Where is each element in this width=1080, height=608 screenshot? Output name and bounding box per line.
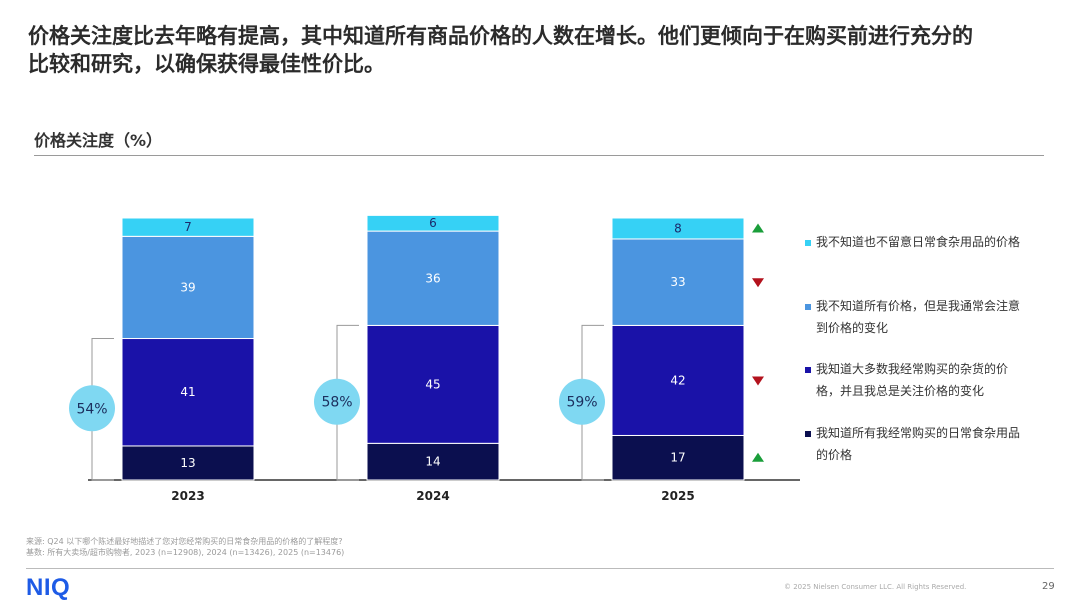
legend-label: 到价格的变化 xyxy=(816,320,888,335)
data-label: 45 xyxy=(425,377,440,391)
legend-label: 格，并且我总是关注价格的变化 xyxy=(816,383,984,398)
legend-label: 我知道大多数我经常购买的杂货的价 xyxy=(816,361,1008,376)
data-label: 41 xyxy=(180,385,195,399)
data-label: 13 xyxy=(180,456,195,470)
bracket-total-label: 58% xyxy=(321,395,352,411)
bar-segment xyxy=(611,238,745,326)
headline-line-1: 价格关注度比去年略有提高，其中知道所有商品价格的人数在增长。他们更倾向于在购买前… xyxy=(28,24,973,48)
x-tick-label: 2024 xyxy=(416,489,449,503)
bar-segment xyxy=(121,235,255,340)
bar-segment xyxy=(366,442,500,481)
data-label: 7 xyxy=(184,220,192,234)
data-label: 33 xyxy=(670,275,685,289)
data-label: 42 xyxy=(670,373,685,387)
x-tick-label: 2023 xyxy=(171,489,204,503)
data-label: 36 xyxy=(425,271,440,285)
bar-segment xyxy=(121,217,255,237)
footer-divider xyxy=(26,568,1054,569)
legend-label: 我不知道所有价格，但是我通常会注意 xyxy=(816,298,1020,313)
bar-segment xyxy=(366,230,500,326)
bar-segment xyxy=(611,217,745,240)
x-tick-label: 2025 xyxy=(661,489,694,503)
legend-swatch xyxy=(805,431,811,437)
page-number: 29 xyxy=(1042,581,1055,592)
bar-segment xyxy=(121,338,255,447)
legend-swatch xyxy=(805,367,811,373)
headline-line-2: 比较和研究，以确保获得最佳性价比。 xyxy=(28,52,385,76)
trend-up-icon xyxy=(752,452,764,462)
section-divider xyxy=(34,155,1044,156)
bar-segment xyxy=(611,324,745,436)
page-headline: 价格关注度比去年略有提高，其中知道所有商品价格的人数在增长。他们更倾向于在购买前… xyxy=(28,22,1058,78)
trend-down-icon xyxy=(752,376,764,386)
bar-segment xyxy=(366,324,500,444)
legend-swatch xyxy=(805,240,811,246)
legend-label: 我不知道也不留意日常食杂用品的价格 xyxy=(816,234,1020,249)
data-label: 39 xyxy=(180,280,195,294)
niq-logo: NIQ xyxy=(26,574,71,601)
data-label: 8 xyxy=(674,221,682,235)
bar-segment xyxy=(121,445,255,481)
bracket-total-badge xyxy=(559,378,605,425)
bracket-total-badge xyxy=(69,385,115,432)
trend-down-icon xyxy=(752,278,764,288)
data-label: 6 xyxy=(429,216,437,230)
bar-segment xyxy=(611,434,745,481)
footnote-source: 来源: Q24 以下哪个陈述最好地描述了您对您经常购买的日常食杂用品的价格的了解… xyxy=(26,537,343,546)
section-title: 价格关注度（%） xyxy=(34,131,163,150)
data-label: 17 xyxy=(670,451,685,465)
legend-label: 的价格 xyxy=(816,447,852,462)
bracket-total-label: 59% xyxy=(566,395,597,411)
bracket-total-label: 54% xyxy=(76,401,107,417)
footnote-base: 基数: 所有大卖场/超市购物者, 2023 (n=12908), 2024 (n… xyxy=(26,548,345,557)
copyright-text: © 2025 Nielsen Consumer LLC. All Rights … xyxy=(784,583,967,591)
bar-segment xyxy=(366,214,500,232)
legend-swatch xyxy=(805,304,811,310)
bracket-total-badge xyxy=(314,378,360,425)
legend-label: 我知道所有我经常购买的日常食杂用品 xyxy=(816,425,1020,440)
data-label: 14 xyxy=(425,455,440,469)
trend-up-icon xyxy=(752,223,764,233)
